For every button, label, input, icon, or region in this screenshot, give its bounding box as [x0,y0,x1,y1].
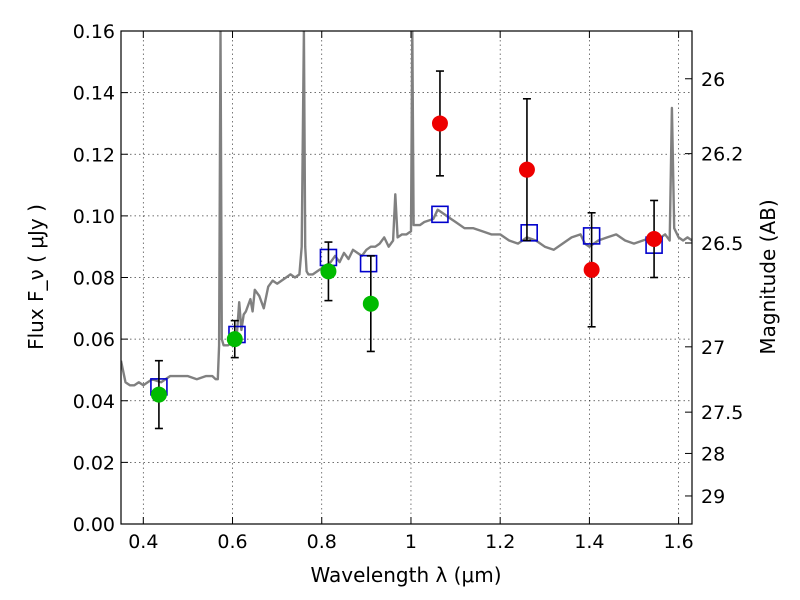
y-axis-label: Flux F_ν ( μJy ) [24,204,48,350]
x-tick-label: 1.4 [574,531,604,553]
model-spectrum-line [121,31,692,387]
right-tick-label: 27 [701,337,725,359]
right-tick-label: 28 [701,443,725,465]
x-tick-label: 1.2 [485,531,515,553]
observed-flux-point [646,230,663,247]
observed-flux-point [583,261,600,278]
observed-flux-point [431,115,448,132]
model-flux-square [431,205,449,224]
right-tick-label: 26.2 [701,144,743,166]
right-tick-label: 29 [701,486,725,508]
x-tick-label: 1 [405,531,417,553]
x-tick-label: 0.4 [128,531,158,553]
right-tick-label: 26 [701,69,725,91]
right-tick-label: 27.5 [701,402,743,424]
plot-layer [121,31,692,430]
model-flux-square [359,254,378,273]
y-tick-label: 0.00 [73,514,115,536]
right-tick-label: 26.5 [701,233,743,255]
grid-layer [121,30,692,525]
y-tick-label: 0.14 [73,83,115,105]
x-axis-label: Wavelength λ (μm) [310,563,501,587]
y-tick-label: 0.16 [73,21,115,43]
y-tick-label: 0.12 [73,144,115,166]
observed-series [150,241,379,430]
right-axis-label: Magnitude (AB) [756,199,780,354]
axes-layer: 0.4 0.6 0.8 1 1.2 1.4 1.6 0.00 0.02 0.04 0.06 0.08 0… [73,21,744,553]
observed-flux-point [362,295,379,312]
observed-series [431,70,663,328]
observed-flux-point [226,331,243,348]
y-tick-label: 0.10 [73,206,115,228]
x-tick-label: 0.8 [307,531,337,553]
observed-flux-point [320,263,337,280]
y-tick-label: 0.06 [73,329,115,351]
observed-flux-point [518,161,535,178]
observed-flux-point [150,386,167,403]
plot-area [121,31,692,387]
y-tick-label: 0.08 [73,268,115,290]
y-tick-label: 0.04 [73,391,115,413]
x-tick-label: 1.6 [664,531,694,553]
y-tick-label: 0.02 [73,452,115,474]
x-tick-label: 0.6 [217,531,247,553]
